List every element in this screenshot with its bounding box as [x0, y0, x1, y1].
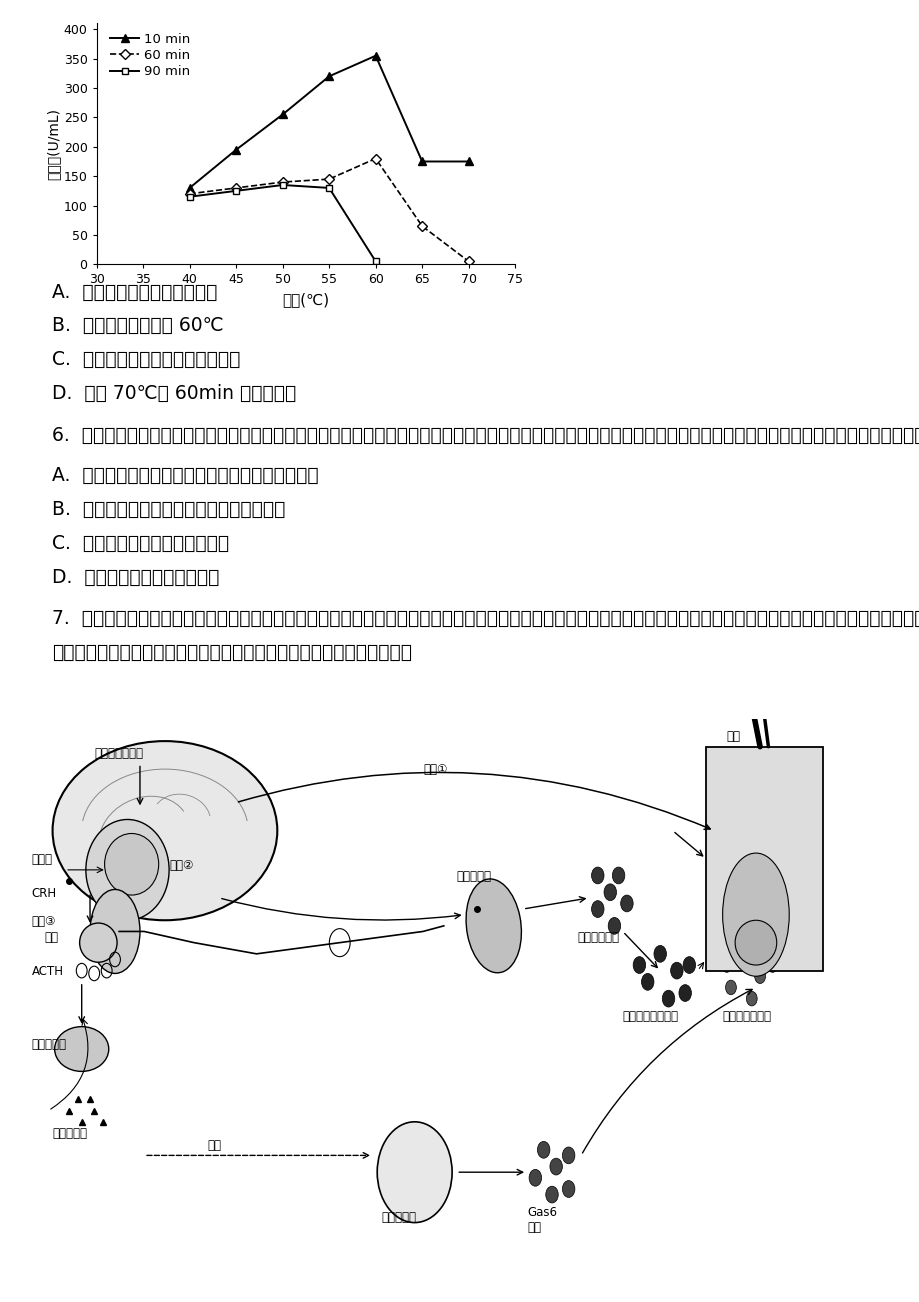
Line: 60 min: 60 min — [186, 155, 471, 264]
Text: C.  可将蛋白质水解为氨基酸或多肽: C. 可将蛋白质水解为氨基酸或多肽 — [52, 350, 241, 370]
Ellipse shape — [721, 853, 789, 976]
Text: 头发: 头发 — [726, 730, 740, 743]
Line: 10 min: 10 min — [186, 52, 472, 193]
Text: 抑制: 抑制 — [208, 1138, 221, 1151]
Text: 下丘脑: 下丘脑 — [32, 853, 52, 866]
Text: 肾上腺皮质: 肾上腺皮质 — [32, 1038, 67, 1051]
Ellipse shape — [466, 879, 521, 973]
Circle shape — [612, 867, 624, 884]
Text: 毛囊细胞干细胞: 毛囊细胞干细胞 — [721, 1010, 771, 1023]
10 min — [369, 48, 380, 64]
Circle shape — [545, 1186, 558, 1203]
Ellipse shape — [85, 819, 169, 921]
Circle shape — [641, 974, 653, 991]
90 min — [323, 180, 335, 195]
Line: 90 min: 90 min — [186, 181, 379, 264]
10 min — [323, 69, 335, 85]
Circle shape — [562, 1181, 574, 1198]
Circle shape — [632, 957, 645, 974]
Circle shape — [725, 980, 735, 995]
Text: ACTH: ACTH — [32, 965, 63, 978]
Circle shape — [745, 991, 756, 1006]
Circle shape — [653, 945, 665, 962]
Circle shape — [754, 969, 765, 983]
Circle shape — [620, 894, 632, 911]
Text: 蛋白能够促进毛囊细胞干细胞正常增殖分化。下列叙述错误的是（　　）: 蛋白能够促进毛囊细胞干细胞正常增殖分化。下列叙述错误的是（ ） — [52, 643, 412, 663]
Circle shape — [377, 1122, 451, 1223]
X-axis label: 温度(℃): 温度(℃) — [282, 292, 329, 307]
Ellipse shape — [52, 741, 277, 921]
Text: 过度紧张、焦虑: 过度紧张、焦虑 — [95, 746, 143, 759]
Text: 垂体: 垂体 — [44, 931, 58, 944]
Ellipse shape — [105, 833, 159, 894]
Circle shape — [670, 962, 682, 979]
Circle shape — [537, 1142, 550, 1159]
Text: Gas6
蛋白: Gas6 蛋白 — [527, 1206, 556, 1234]
Circle shape — [737, 952, 748, 966]
Text: 7.  长期过度紧张、焦虑等刺激会导致黑色素细胞和毛囊细胞数量减少从而引起白发、脱发，其调节机制如下图所示。去甲肾上腺素能使黑色素干细胞异常增殖分化，引发干细胞: 7. 长期过度紧张、焦虑等刺激会导致黑色素细胞和毛囊细胞数量减少从而引起白发、脱… — [52, 609, 919, 629]
90 min — [231, 184, 242, 199]
90 min — [184, 189, 195, 204]
60 min — [184, 186, 195, 202]
10 min — [462, 154, 473, 169]
Text: 途径①: 途径① — [423, 763, 447, 776]
90 min — [369, 254, 380, 270]
Ellipse shape — [90, 889, 140, 974]
60 min — [277, 174, 288, 190]
60 min — [231, 180, 242, 195]
Text: CRH: CRH — [32, 887, 57, 900]
Text: B.  二甲双胍起作用需要雌激素达到一定水平: B. 二甲双胍起作用需要雌激素达到一定水平 — [52, 500, 286, 519]
Ellipse shape — [734, 921, 776, 965]
Text: 肾上腺髓质: 肾上腺髓质 — [456, 870, 491, 883]
Ellipse shape — [80, 923, 117, 962]
Circle shape — [682, 957, 695, 974]
10 min — [231, 142, 242, 158]
Circle shape — [607, 918, 620, 935]
Text: 途径③: 途径③ — [32, 914, 56, 927]
60 min — [416, 219, 427, 234]
Circle shape — [562, 1147, 574, 1164]
Text: 去甲肾上腺素: 去甲肾上腺素 — [576, 931, 618, 944]
Text: B.  若长期保存应置于 60℃: B. 若长期保存应置于 60℃ — [52, 316, 224, 336]
Text: D.  雄激素抑制二甲双胍的作用: D. 雄激素抑制二甲双胍的作用 — [52, 568, 220, 587]
Circle shape — [528, 1169, 541, 1186]
Text: 黑色素细胞干细胞: 黑色素细胞干细胞 — [622, 1010, 678, 1023]
Circle shape — [591, 901, 604, 918]
Circle shape — [591, 867, 604, 884]
Y-axis label: 酶活性(U/mL): 酶活性(U/mL) — [47, 108, 61, 180]
Text: 6.  二甲双胍能增加成年雌性小鼠神经干细胞数量，对成年雄性小鼠和幼龄雌雄小鼠均不起作用，对注射雌激素后的幼龄雌性小鼠能够发挥作用。本实验可得出的结论是（　）: 6. 二甲双胍能增加成年雌性小鼠神经干细胞数量，对成年雄性小鼠和幼龄雌雄小鼠均不… — [52, 426, 919, 445]
Circle shape — [720, 958, 732, 973]
Text: C.  雄激素和雌激素的作用相抗衡: C. 雄激素和雌激素的作用相抗衡 — [52, 534, 230, 553]
60 min — [462, 254, 473, 270]
Circle shape — [662, 991, 674, 1006]
60 min — [369, 151, 380, 167]
Text: D.  置于 70℃下 60min 后完全失活: D. 置于 70℃下 60min 后完全失活 — [52, 384, 296, 404]
Circle shape — [604, 884, 616, 901]
Legend: 10 min, 60 min, 90 min: 10 min, 60 min, 90 min — [108, 30, 193, 81]
Text: 途径②: 途径② — [169, 859, 193, 871]
Text: 糖皮质激素: 糖皮质激素 — [52, 1128, 87, 1141]
Circle shape — [550, 1159, 562, 1174]
10 min — [416, 154, 427, 169]
Text: 毛乳头细胞: 毛乳头细胞 — [381, 1211, 416, 1224]
10 min — [184, 180, 195, 195]
Circle shape — [678, 984, 691, 1001]
Text: A.  温度升高可改变其空间结构: A. 温度升高可改变其空间结构 — [52, 283, 218, 302]
10 min — [277, 107, 288, 122]
Text: A.  二甲双胍能增加切除卵巫小鼠神经干细胞的数量: A. 二甲双胍能增加切除卵巫小鼠神经干细胞的数量 — [52, 466, 319, 486]
Circle shape — [766, 958, 777, 973]
90 min — [277, 177, 288, 193]
Bar — [705, 747, 822, 971]
Ellipse shape — [54, 1026, 108, 1072]
60 min — [323, 172, 335, 187]
